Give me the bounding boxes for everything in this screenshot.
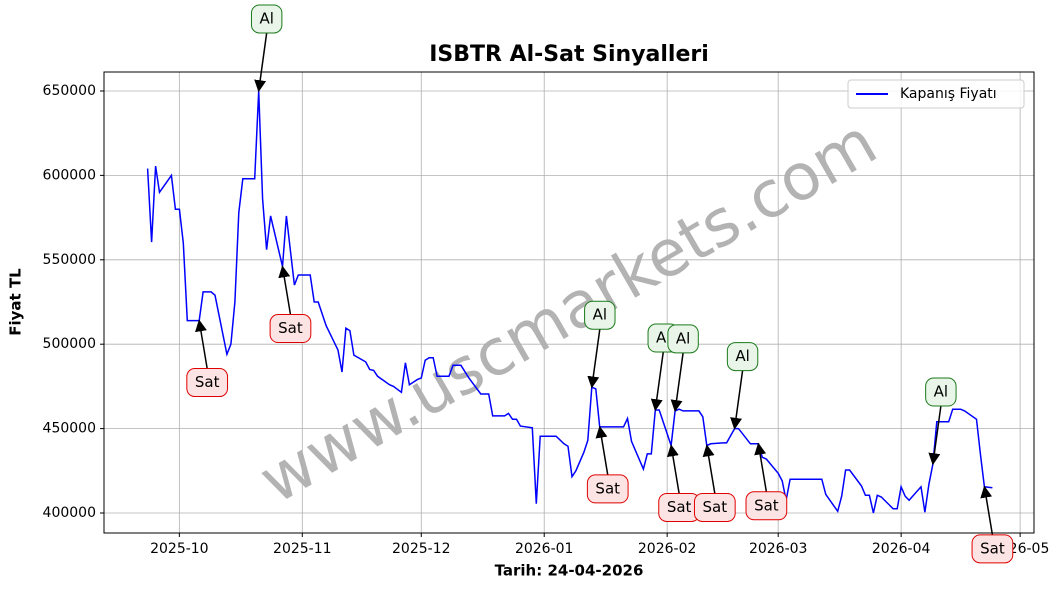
x-tick-label: 2026-04 bbox=[872, 541, 931, 557]
annotation: Sat bbox=[971, 534, 1014, 564]
x-tick-label: 2026-01 bbox=[515, 541, 574, 557]
annotation-arrow bbox=[195, 319, 208, 369]
annotation: Sat bbox=[693, 492, 736, 522]
y-axis-label: Fiyat TL bbox=[7, 268, 25, 336]
legend: Kapanış Fiyatı bbox=[847, 79, 1025, 109]
annotation: Al bbox=[584, 300, 616, 330]
annotation-box bbox=[693, 492, 736, 522]
annotation: Sat bbox=[745, 491, 788, 521]
series-line bbox=[146, 90, 993, 514]
annotation-box bbox=[667, 324, 699, 354]
annotation-box bbox=[586, 474, 629, 504]
annotation-box bbox=[726, 342, 759, 372]
annotation-box bbox=[745, 491, 788, 521]
annotation-arrow bbox=[254, 32, 268, 93]
y-tick-label: 500000 bbox=[43, 336, 96, 352]
annotation-arrow bbox=[666, 444, 680, 494]
annotation-label: Al bbox=[656, 329, 670, 347]
annotation-box bbox=[269, 314, 312, 344]
annotation-label: Al bbox=[593, 306, 607, 324]
annotation-arrow bbox=[730, 370, 744, 430]
annotation-label: Al bbox=[934, 383, 948, 401]
annotation: Al bbox=[667, 324, 699, 354]
x-tick-label: 2025-12 bbox=[392, 541, 451, 557]
annotation-arrow bbox=[650, 351, 665, 412]
annotation-label: Sat bbox=[667, 498, 692, 516]
annotation-label: Al bbox=[259, 9, 273, 27]
annotation-arrow bbox=[278, 265, 292, 315]
x-tick-label: 2026-02 bbox=[638, 541, 697, 557]
annotation-label: Sat bbox=[278, 319, 303, 337]
y-tick-label: 450000 bbox=[43, 421, 96, 437]
annotation: Al bbox=[726, 342, 759, 372]
annotation-box bbox=[971, 534, 1014, 564]
annotation: Sat bbox=[186, 368, 229, 398]
annotation: Sat bbox=[586, 474, 629, 504]
annotation: Al bbox=[925, 377, 957, 407]
annotation-label: Sat bbox=[754, 496, 779, 514]
annotation-label: Al bbox=[735, 347, 749, 365]
x-axis-label: Tarih: 24-04-2026 bbox=[495, 562, 644, 580]
y-tick-label: 550000 bbox=[43, 252, 96, 268]
legend-label: Kapanış Fiyatı bbox=[900, 86, 997, 102]
annotation: Al bbox=[250, 4, 283, 34]
annotation-arrow bbox=[587, 329, 601, 389]
annotation: Sat bbox=[658, 492, 700, 522]
annotation-box bbox=[250, 4, 283, 34]
y-tick-label: 650000 bbox=[43, 83, 96, 99]
annotation-label: Al bbox=[676, 329, 690, 347]
annotation-arrow bbox=[670, 352, 684, 413]
annotation-label: Sat bbox=[195, 373, 220, 391]
annotation-label: Sat bbox=[980, 539, 1005, 557]
annotation-arrow bbox=[754, 442, 768, 492]
legend-box bbox=[847, 79, 1025, 109]
chart-title: ISBTR Al-Sat Sinyalleri bbox=[429, 42, 709, 67]
annotation-arrow bbox=[928, 405, 942, 466]
x-tick-label: 2025-11 bbox=[273, 541, 332, 557]
annotation-box bbox=[584, 300, 616, 330]
annotation-box bbox=[925, 377, 957, 407]
annotation-box bbox=[186, 368, 229, 398]
x-tick-label: 2025-10 bbox=[150, 541, 209, 557]
plot-frame bbox=[103, 71, 1035, 534]
annotation-label: Sat bbox=[595, 479, 620, 497]
y-tick-label: 600000 bbox=[43, 167, 96, 183]
y-tick-label: 400000 bbox=[43, 505, 96, 521]
annotation: Sat bbox=[269, 314, 312, 344]
annotation-arrow bbox=[702, 444, 716, 494]
annotation-label: Sat bbox=[703, 498, 728, 516]
annotation-arrow bbox=[595, 425, 609, 476]
x-tick-label: 2026-03 bbox=[749, 541, 808, 557]
annotation-arrow bbox=[980, 485, 994, 535]
